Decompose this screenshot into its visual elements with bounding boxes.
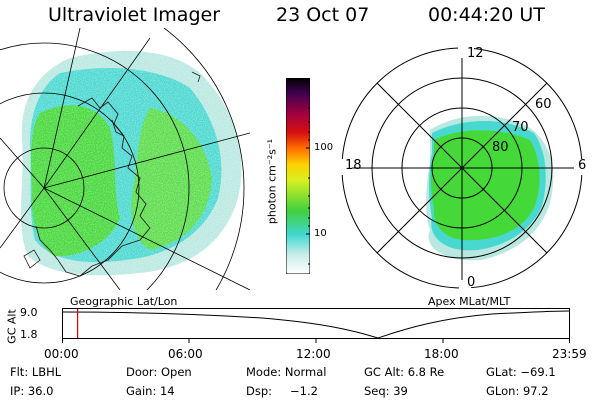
time-tick-0600: 06:00 [168,347,203,361]
lat-label-60: 60 [535,97,552,112]
status-gain: Gain: 14 [126,384,175,398]
colorbar-tick-100: 100 [314,142,334,153]
colorbar [286,78,310,274]
apex-panel-label: Apex MLat/MLT [428,295,511,308]
time-tick-1200: 12:00 [296,347,331,361]
colorbar-unit-label: photon cm⁻²s⁻¹ [265,138,279,225]
altitude-curve [62,310,570,339]
altitude-plot [62,308,570,343]
mlt-label-6: 6 [578,158,587,173]
lat-label-80: 80 [492,140,509,155]
polar-aurora-green [431,130,540,241]
altitude-ylabel: GC Alt [5,309,19,344]
status-gc-alt: GC Alt: 6.8 Re [364,365,445,379]
mlt-label-12: 12 [467,46,484,61]
altitude-ytick-high: 9.0 [20,306,38,319]
time-tick-1800: 18:00 [424,347,459,361]
mlt-label-0: 0 [467,275,476,290]
lat-label-70: 70 [512,120,529,135]
geo-grid [0,28,250,290]
time-tick-2359: 23:59 [552,347,587,361]
date-label: 23 Oct 07 [276,4,370,26]
time-label: 00:44:20 UT [428,4,545,26]
status-filter: Flt: LBHL [10,365,62,379]
status-glat: GLat: −69.1 [486,365,556,379]
geographic-panel-label: Geographic Lat/Lon [70,295,178,308]
status-mode: Mode: Normal [246,365,327,379]
status-door: Door: Open [126,365,192,379]
time-tick-0000: 00:00 [44,347,79,361]
geographic-image [0,28,250,290]
coastline [35,97,151,277]
status-glon: GLon: 97.2 [486,384,549,398]
altitude-ytick-low: 1.8 [20,328,38,341]
noise-texture [20,48,250,283]
status-seq: Seq: 39 [364,384,408,398]
status-ip: IP: 36.0 [10,384,54,398]
colorbar-tick-10: 10 [314,228,327,239]
polar-plot [338,44,584,294]
status-dsp-label: Dsp: [246,384,273,398]
altitude-ylabel-wrap: GC Alt [4,306,20,346]
app-title: Ultraviolet Imager [48,4,221,26]
mlt-label-18: 18 [345,158,362,173]
status-dsp-value: −1.2 [290,384,318,398]
